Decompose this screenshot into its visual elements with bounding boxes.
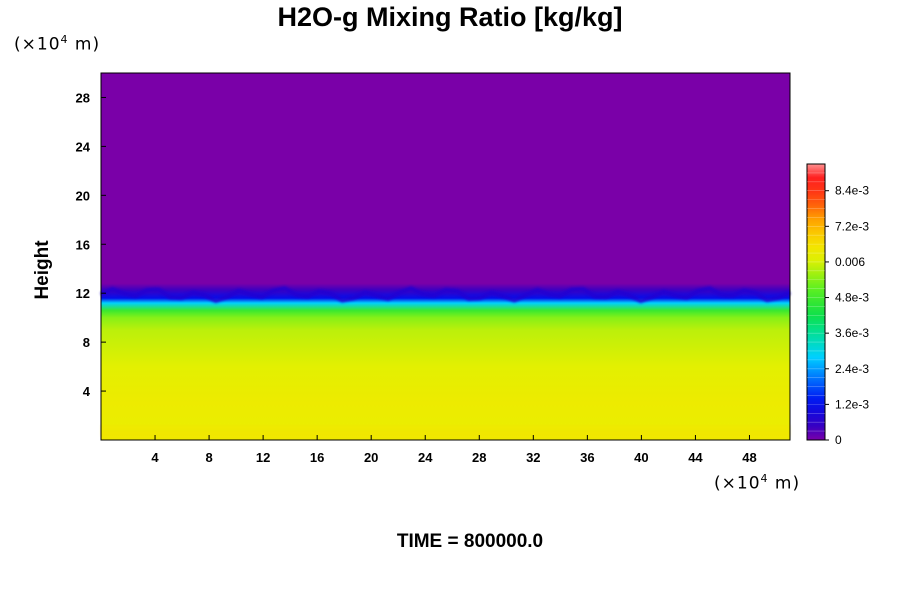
y-tick-label: 8 [83, 335, 90, 350]
plot-area [100, 72, 791, 441]
y-tick-label: 24 [76, 139, 91, 154]
x-tick-label: 40 [634, 450, 648, 465]
chart-title: H2O-g Mixing Ratio [kg/kg] [277, 2, 623, 32]
x-tick-label: 48 [742, 450, 756, 465]
y-tick-label: 28 [76, 90, 90, 105]
x-tick-label: 16 [310, 450, 324, 465]
colorbar-tick-label: 0.006 [835, 255, 865, 269]
y-tick-label: 4 [83, 384, 91, 399]
colorbar-tick-label: 3.6e-3 [835, 326, 869, 340]
x-tick-label: 28 [472, 450, 486, 465]
colorbar-tick-label: 0 [835, 433, 842, 447]
x-tick-label: 8 [205, 450, 212, 465]
colorbar-tick-label: 2.4e-3 [835, 362, 869, 376]
colorbar-tick-label: 4.8e-3 [835, 291, 869, 305]
tropopause-band [100, 286, 791, 304]
x-tick-label: 36 [580, 450, 594, 465]
mixing-ratio-field [101, 73, 790, 440]
x-tick-label: 20 [364, 450, 378, 465]
x-tick-label: 32 [526, 450, 540, 465]
time-label: TIME = 800000.0 [396, 531, 544, 552]
plot-frame [100, 72, 791, 441]
y-tick-label: 20 [76, 188, 90, 203]
colorbar-tick-label: 7.2e-3 [835, 219, 869, 233]
x-tick-label: 24 [418, 450, 433, 465]
y-tick-label: 12 [76, 286, 90, 301]
x-axis: 4 8 12 16 20 24 28 32 36 40 44 48 [151, 435, 757, 465]
x-tick-label: 44 [688, 450, 703, 465]
x-tick-label: 4 [151, 450, 159, 465]
colorbar-tick-label: 1.2e-3 [835, 397, 869, 411]
y-tick-label: 16 [76, 237, 90, 252]
colorbar-scale [806, 163, 826, 441]
surface-moist-layer [101, 425, 790, 437]
y-axis-unit-label: (×104 m) [14, 33, 101, 55]
y-axis: 4 8 12 16 20 24 28 [76, 90, 106, 399]
x-tick-label: 12 [256, 450, 270, 465]
x-axis-unit-label: (×104 m) [714, 472, 801, 494]
colorbar: 0 1.2e-3 2.4e-3 3.6e-3 4.8e-3 0.006 7.2e-3 8.4e… [806, 163, 869, 447]
colorbar-tick-label: 8.4e-3 [835, 184, 869, 198]
